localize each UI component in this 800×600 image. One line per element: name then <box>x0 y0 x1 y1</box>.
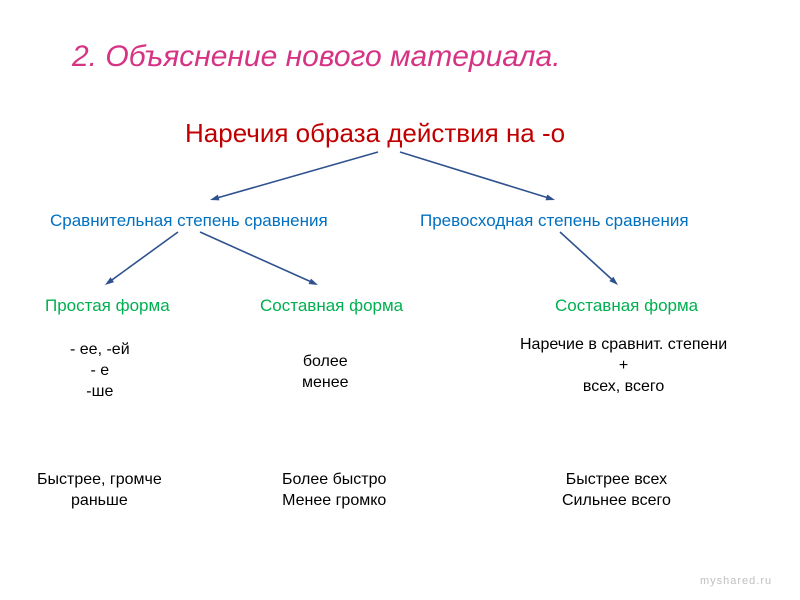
node-comparative: Сравнительная степень сравнения <box>50 210 328 231</box>
node-simple-form: Простая форма <box>45 295 170 316</box>
node-superlative: Превосходная степень сравнения <box>420 210 689 231</box>
detail-more-less: болееменее <box>302 352 349 394</box>
watermark: myshared.ru <box>700 575 772 587</box>
example-superlative: Быстрее всехСильнее всего <box>562 470 671 512</box>
slide-title: 2. Объяснение нового материала. <box>72 40 561 74</box>
example-compound: Более быстроМенее громко <box>282 470 386 512</box>
detail-suffixes: - ее, -ей- е-ше <box>70 340 130 402</box>
node-compound-form-right: Составная форма <box>555 295 698 316</box>
node-compound-form-left: Составная форма <box>260 295 403 316</box>
subtitle: Наречия образа действия на -о <box>185 118 565 149</box>
example-simple: Быстрее, громчераньше <box>37 470 162 512</box>
detail-superlative-rule: Наречие в сравнит. степени+всех, всего <box>520 335 727 397</box>
